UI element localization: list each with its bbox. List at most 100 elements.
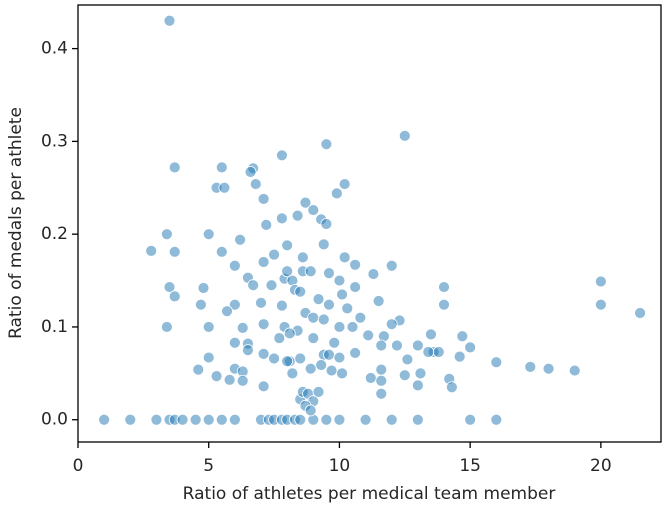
point (192, 363, 205, 376)
point (346, 321, 359, 333)
y-tick-label: 0.1 (41, 317, 68, 337)
point (422, 346, 435, 358)
point (385, 318, 398, 331)
point (145, 244, 158, 257)
point (385, 413, 398, 426)
point (281, 355, 294, 368)
point (438, 298, 450, 311)
point (333, 274, 346, 287)
point (281, 239, 294, 252)
point (283, 327, 296, 340)
point (338, 178, 351, 190)
x-tick-label: 0 (73, 456, 84, 476)
point (359, 413, 372, 426)
point (291, 209, 304, 222)
point (168, 290, 181, 303)
point (375, 387, 388, 400)
point (425, 328, 437, 341)
point (411, 379, 424, 392)
point (333, 351, 346, 364)
y-tick-label: 0.4 (41, 39, 68, 59)
point (276, 212, 288, 225)
point (257, 256, 270, 268)
point (391, 339, 403, 352)
point (98, 413, 111, 426)
point (323, 267, 335, 280)
point (414, 367, 427, 380)
point (317, 238, 330, 251)
point (273, 332, 286, 344)
point (490, 413, 503, 426)
point (304, 265, 317, 278)
point (260, 218, 273, 231)
x-axis-label: Ratio of athletes per medical team membe… (183, 484, 556, 504)
point (236, 374, 249, 387)
point (307, 204, 320, 216)
point (367, 268, 380, 280)
point (202, 321, 215, 333)
point (375, 363, 388, 376)
point (249, 178, 262, 190)
point (294, 285, 307, 298)
point (317, 313, 330, 326)
point (333, 321, 346, 333)
point (453, 350, 466, 363)
point (228, 298, 241, 311)
point (160, 321, 173, 333)
point (223, 373, 236, 386)
x-tick-label: 5 (203, 456, 214, 476)
point (194, 298, 207, 311)
y-tick-label: 0.2 (41, 224, 68, 244)
point (336, 288, 348, 301)
x-tick-label: 20 (590, 456, 612, 476)
point (320, 138, 333, 151)
point (594, 298, 607, 311)
point (202, 228, 215, 241)
plot-frame (77, 4, 662, 443)
point (124, 413, 137, 426)
point (210, 370, 223, 383)
point (315, 359, 328, 371)
point (296, 251, 309, 264)
point (341, 302, 354, 315)
point (354, 311, 367, 324)
point (438, 281, 450, 293)
point (333, 413, 346, 426)
point (432, 346, 445, 358)
point (257, 193, 270, 205)
point (221, 305, 233, 318)
point (304, 362, 317, 375)
point (312, 293, 325, 306)
point (163, 281, 176, 293)
point (286, 367, 299, 380)
point (150, 413, 163, 426)
point (456, 330, 469, 343)
point (304, 404, 317, 417)
point (228, 336, 241, 349)
x-tick-label: 10 (329, 456, 351, 476)
point (490, 356, 503, 369)
point (524, 360, 537, 373)
point (634, 307, 646, 319)
point (281, 265, 294, 278)
point (247, 279, 260, 292)
point (299, 196, 312, 209)
point (236, 321, 249, 334)
point (197, 282, 210, 294)
point (257, 318, 270, 331)
point (411, 339, 424, 352)
point (372, 295, 385, 307)
point (160, 228, 173, 241)
point (464, 341, 477, 354)
point (218, 181, 231, 194)
point (398, 129, 411, 142)
point (325, 364, 338, 377)
point (349, 258, 362, 271)
point (202, 351, 215, 364)
point (163, 14, 176, 27)
point (215, 413, 228, 426)
point (215, 161, 228, 174)
point (307, 311, 320, 324)
point (257, 380, 270, 393)
